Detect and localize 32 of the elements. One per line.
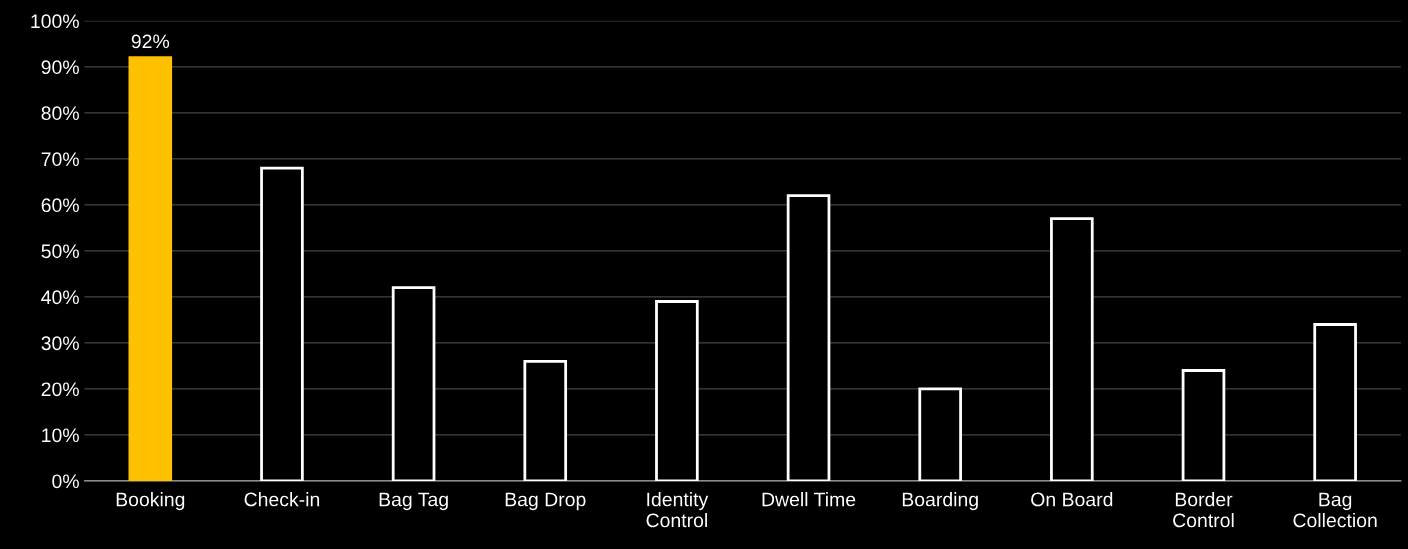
x-tick-label: Dwell Time [762, 492, 856, 507]
x-tick-label: Border Control [1173, 492, 1234, 528]
x-tick-label: Booking [116, 492, 185, 511]
bar [1313, 323, 1357, 481]
bar [655, 300, 699, 481]
bar [523, 359, 568, 481]
y-tick-label: 70% [41, 152, 79, 167]
data-label: 92% [131, 34, 170, 49]
bar [128, 56, 173, 481]
bar [391, 286, 436, 481]
bar [260, 166, 304, 481]
y-tick-label: 100% [31, 14, 79, 29]
y-tick-label: 20% [41, 382, 79, 397]
x-tick-label: On Board [1031, 492, 1113, 507]
y-tick-label: 60% [41, 198, 79, 213]
bar [918, 387, 962, 481]
y-tick-label: 50% [41, 244, 79, 259]
bar [1050, 217, 1094, 481]
x-tick-label: Check-in [244, 492, 320, 507]
x-tick-label: Bag Drop [505, 492, 586, 511]
x-tick-label: Boarding [902, 492, 978, 511]
y-tick-label: 40% [41, 290, 79, 305]
bar [786, 194, 831, 481]
y-tick-label: 80% [41, 106, 79, 121]
y-tick-label: 90% [41, 60, 79, 75]
y-tick-label: 10% [42, 428, 79, 443]
x-tick-label: Bag Tag [379, 492, 448, 511]
x-tick-label: Bag Collection [1293, 492, 1377, 528]
y-tick-label: 30% [41, 336, 79, 351]
x-tick-label: Identity Control [646, 492, 709, 528]
bar [1181, 369, 1226, 481]
y-tick-label: 0% [52, 474, 79, 489]
